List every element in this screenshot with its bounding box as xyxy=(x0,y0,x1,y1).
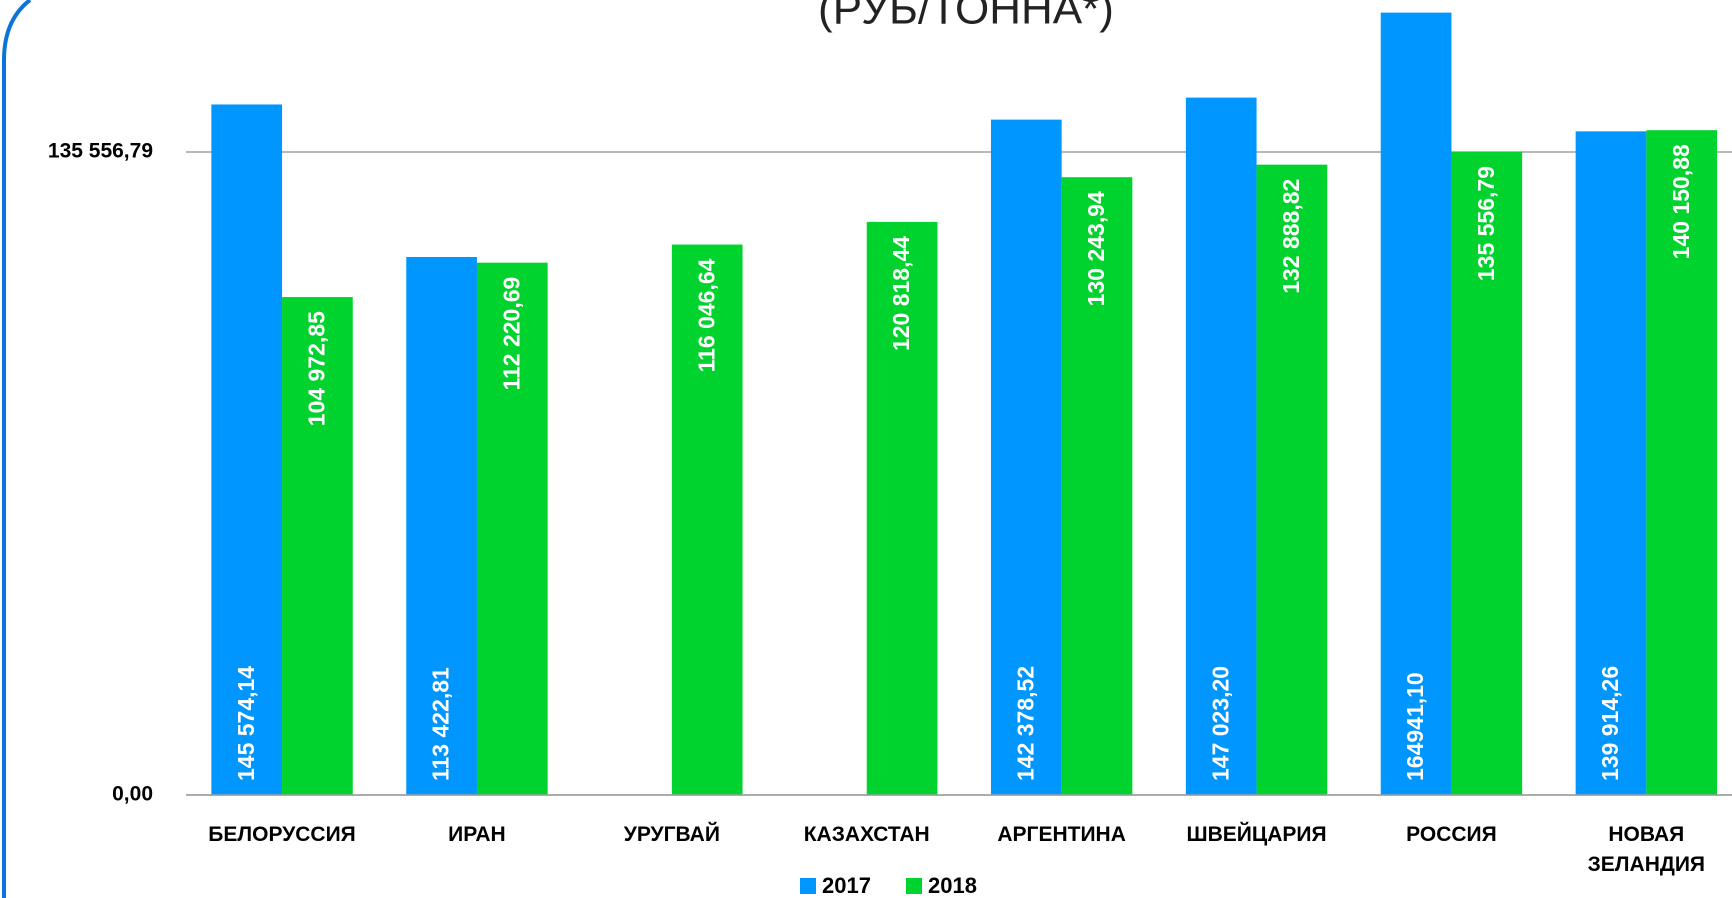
bar xyxy=(671,244,743,795)
value-label: 147 023,20 xyxy=(1207,666,1233,781)
bar xyxy=(282,297,353,795)
x-tick-label: ИРАН xyxy=(448,823,506,846)
value-label: 130 243,94 xyxy=(1083,191,1109,306)
bar xyxy=(1185,97,1257,796)
legend-swatch xyxy=(800,878,816,894)
value-label: 116 046,64 xyxy=(693,258,719,372)
y-tick-label: 135 556,79 xyxy=(48,140,153,163)
bar xyxy=(1380,12,1452,796)
x-tick-label: БЕЛОРУССИЯ xyxy=(208,823,356,846)
value-label: 135 556,79 xyxy=(1473,166,1499,281)
x-tick-label: НОВАЯ ЗЕЛАНДИЯ xyxy=(1587,823,1706,876)
chart-title: (РУБ/ТОННА*) xyxy=(818,0,1114,34)
value-label: 132 888,82 xyxy=(1278,179,1304,294)
bar xyxy=(1451,151,1523,795)
bar xyxy=(1575,131,1647,795)
x-tick-label: УРУГВАЙ xyxy=(623,823,720,846)
value-label: 164941,10 xyxy=(1402,672,1428,781)
value-label: 113 422,81 xyxy=(428,667,454,781)
bar xyxy=(1061,177,1133,795)
bar xyxy=(866,221,938,795)
x-tick-label: КАЗАХСТАН xyxy=(803,823,930,846)
x-tick-label: РОССИЯ xyxy=(1406,823,1497,846)
x-tick-label: ШВЕЙЦАРИЯ xyxy=(1186,823,1327,846)
legend-label: 2017 xyxy=(822,873,871,898)
y-tick-label: 0,00 xyxy=(112,783,153,806)
bar xyxy=(406,256,477,795)
value-label: 140 150,88 xyxy=(1668,144,1694,259)
legend-label: 2018 xyxy=(928,873,977,898)
x-tick-label: АРГЕНТИНА xyxy=(997,823,1126,846)
value-label: 142 378,52 xyxy=(1012,666,1038,781)
value-label: 139 914,26 xyxy=(1597,666,1623,781)
bar xyxy=(990,119,1062,796)
bar xyxy=(1256,164,1328,796)
frame xyxy=(2,0,32,898)
value-label: 120 818,44 xyxy=(888,236,914,351)
bar xyxy=(476,262,548,796)
value-label: 145 574,14 xyxy=(233,666,259,781)
bar xyxy=(211,104,283,795)
bar xyxy=(1646,130,1718,795)
value-label: 112 220,69 xyxy=(498,277,524,391)
legend-swatch xyxy=(906,878,922,894)
value-label: 104 972,85 xyxy=(303,311,329,426)
